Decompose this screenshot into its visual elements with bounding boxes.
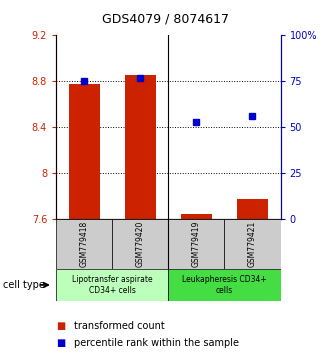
Bar	[112, 219, 168, 269]
Text: cell type: cell type	[3, 280, 45, 290]
Text: ■: ■	[56, 321, 65, 331]
Text: Lipotransfer aspirate
CD34+ cells: Lipotransfer aspirate CD34+ cells	[72, 275, 152, 295]
Bar	[224, 219, 280, 269]
Text: ■: ■	[56, 338, 65, 348]
Bar	[168, 269, 280, 301]
Text: Leukapheresis CD34+
cells: Leukapheresis CD34+ cells	[182, 275, 267, 295]
Text: GSM779419: GSM779419	[192, 221, 201, 268]
Bar	[69, 84, 100, 219]
Bar	[237, 199, 268, 219]
Bar	[168, 219, 224, 269]
Text: transformed count: transformed count	[74, 321, 165, 331]
Text: percentile rank within the sample: percentile rank within the sample	[74, 338, 239, 348]
Text: GSM779418: GSM779418	[80, 221, 89, 267]
Text: GSM779421: GSM779421	[248, 221, 257, 267]
Bar	[56, 219, 112, 269]
Bar	[181, 214, 212, 219]
Text: GSM779420: GSM779420	[136, 221, 145, 268]
Bar	[125, 75, 156, 219]
Text: GDS4079 / 8074617: GDS4079 / 8074617	[102, 12, 228, 25]
Bar	[56, 269, 168, 301]
